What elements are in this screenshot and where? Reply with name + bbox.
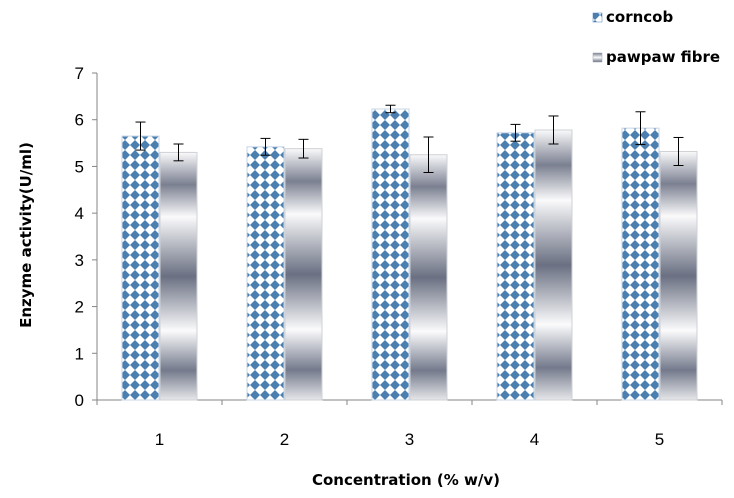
- legend: corncob pawpaw fibre: [592, 8, 720, 66]
- error-bar: [173, 143, 184, 162]
- error-bar: [298, 138, 309, 159]
- y-axis-title: Enzyme activity(U/ml): [17, 142, 35, 328]
- x-tick-label: 2: [280, 430, 289, 449]
- y-tick-label: 6: [75, 111, 84, 130]
- legend-label-pawpaw-fibre: pawpaw fibre: [606, 48, 720, 66]
- bar-pawpaw-fibre: [159, 151, 198, 401]
- error-bar: [548, 115, 559, 145]
- error-bar: [635, 111, 646, 145]
- bar-corncob: [371, 108, 410, 401]
- error-bar: [260, 137, 271, 156]
- bar-corncob: [246, 146, 285, 401]
- bar-pawpaw-fibre: [409, 154, 448, 401]
- legend-swatch-corncob: [592, 12, 603, 23]
- bar-corncob: [621, 127, 660, 401]
- y-tick-label: 4: [75, 204, 84, 223]
- x-tick-label: 3: [405, 430, 414, 449]
- bar-pawpaw-fibre: [534, 129, 573, 401]
- bar-corncob: [496, 132, 535, 401]
- error-bar: [385, 104, 396, 114]
- x-tick-label: 4: [530, 430, 539, 449]
- legend-swatch-pawpaw-fibre: [592, 52, 603, 63]
- bar-corncob: [121, 135, 160, 401]
- x-axis-title: Concentration (% w/v): [312, 471, 500, 489]
- plot-area: 0 1 2 3 4 5 6 7 1 2 3 4 5: [75, 64, 723, 449]
- y-tick-label: 1: [75, 344, 84, 363]
- bar-pawpaw-fibre: [284, 148, 323, 401]
- y-tick-label: 0: [75, 391, 84, 410]
- bar-pawpaw-fibre: [659, 150, 698, 401]
- x-tick-label: 1: [155, 430, 164, 449]
- y-tick-label: 3: [75, 251, 84, 270]
- y-tick-label: 7: [75, 64, 84, 83]
- x-tick-label: 5: [655, 430, 664, 449]
- y-tick-label: 2: [75, 298, 84, 317]
- error-bar: [135, 121, 146, 151]
- error-bar: [510, 123, 521, 142]
- error-bar: [673, 136, 684, 166]
- error-bar: [423, 136, 434, 174]
- y-tick-label: 5: [75, 157, 84, 176]
- legend-label-corncob: corncob: [606, 8, 673, 26]
